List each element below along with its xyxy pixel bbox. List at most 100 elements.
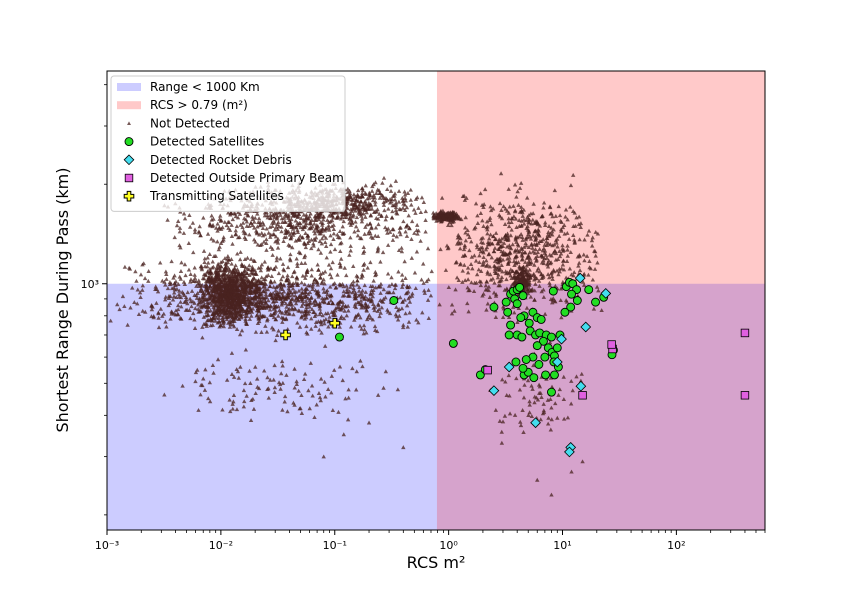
point-not-detected	[182, 282, 188, 286]
point-not-detected	[216, 315, 222, 320]
point-not-detected	[418, 238, 423, 243]
point-not-detected	[321, 286, 326, 291]
point-not-detected	[414, 317, 419, 322]
point-not-detected	[398, 225, 403, 230]
point-not-detected	[537, 390, 542, 395]
point-not-detected	[484, 279, 489, 284]
point-not-detected	[258, 289, 263, 294]
point-not-detected	[257, 220, 263, 225]
point-not-detected	[357, 323, 363, 328]
point-not-detected	[240, 312, 245, 317]
point-not-detected	[187, 296, 193, 301]
legend-swatch	[117, 83, 141, 91]
point-not-detected	[463, 215, 468, 220]
point-not-detected	[197, 296, 202, 301]
point-not-detected	[557, 254, 563, 259]
point-not-detected	[122, 264, 128, 269]
point-not-detected	[160, 278, 165, 283]
point-not-detected	[247, 316, 252, 321]
point-not-detected	[200, 276, 206, 281]
point-not-detected	[210, 312, 215, 317]
point-not-detected	[527, 399, 532, 404]
point-not-detected	[259, 262, 265, 267]
point-not-detected	[327, 314, 332, 319]
point-not-detected	[291, 224, 296, 229]
point-not-detected	[216, 284, 222, 289]
point-not-detected	[232, 297, 237, 302]
point-not-detected	[496, 241, 501, 246]
point-not-detected	[324, 295, 329, 300]
point-not-detected	[534, 243, 539, 247]
point-not-detected	[504, 393, 509, 398]
point-not-detected	[190, 279, 196, 284]
point-not-detected	[535, 253, 540, 258]
point-not-detected	[204, 287, 210, 292]
point-not-detected	[318, 231, 324, 236]
point-not-detected	[312, 221, 317, 226]
point-not-detected	[223, 265, 228, 269]
point-circle	[567, 289, 576, 299]
point-not-detected	[515, 247, 520, 252]
point-not-detected	[327, 227, 332, 232]
point-not-detected	[528, 236, 534, 241]
point-not-detected	[351, 286, 356, 291]
point-not-detected	[576, 222, 582, 227]
point-not-detected	[277, 382, 283, 387]
point-not-detected	[388, 188, 394, 193]
point-not-detected	[223, 261, 228, 266]
point-not-detected	[270, 252, 275, 257]
point-not-detected	[347, 220, 352, 225]
point-not-detected	[244, 393, 249, 398]
point-not-detected	[491, 290, 497, 295]
point-not-detected	[516, 217, 522, 222]
point-not-detected	[302, 282, 307, 287]
point-not-detected	[321, 233, 327, 238]
point-not-detected	[514, 194, 519, 199]
point-not-detected	[296, 236, 301, 241]
point-not-detected	[466, 309, 471, 314]
point-not-detected	[411, 207, 417, 212]
point-not-detected	[375, 245, 381, 250]
point-not-detected	[375, 308, 380, 313]
point-not-detected	[465, 265, 471, 270]
point-not-detected	[493, 407, 499, 412]
point-not-detected	[193, 306, 198, 311]
point-not-detected	[247, 273, 252, 277]
point-not-detected	[230, 406, 236, 411]
point-not-detected	[203, 321, 208, 326]
point-not-detected	[446, 217, 451, 222]
point-not-detected	[341, 219, 346, 224]
point-not-detected	[499, 236, 505, 241]
point-not-detected	[521, 221, 527, 226]
point-circle	[524, 318, 534, 328]
point-not-detected	[449, 311, 455, 316]
point-not-detected	[350, 201, 355, 206]
point-not-detected	[559, 315, 564, 320]
point-not-detected	[376, 188, 382, 193]
point-not-detected	[519, 218, 524, 223]
point-not-detected	[358, 292, 363, 297]
point-not-detected	[493, 292, 499, 297]
point-not-detected	[415, 231, 420, 236]
point-not-detected	[486, 284, 492, 289]
point-not-detected	[214, 300, 219, 305]
point-not-detected	[228, 322, 233, 327]
point-not-detected	[344, 273, 349, 278]
point-not-detected	[304, 221, 309, 226]
point-not-detected	[282, 399, 287, 404]
point-not-detected	[306, 283, 311, 288]
point-not-detected	[550, 300, 555, 305]
point-not-detected	[534, 257, 539, 262]
point-not-detected	[487, 295, 493, 299]
point-not-detected	[246, 279, 251, 284]
point-not-detected	[256, 286, 262, 291]
point-not-detected	[200, 303, 206, 308]
point-not-detected	[515, 242, 520, 247]
point-not-detected	[256, 299, 261, 304]
point-not-detected	[255, 312, 260, 317]
point-not-detected	[198, 382, 204, 387]
point-not-detected	[590, 235, 595, 240]
point-not-detected	[305, 267, 310, 272]
point-not-detected	[295, 220, 300, 225]
point-not-detected	[291, 212, 296, 217]
